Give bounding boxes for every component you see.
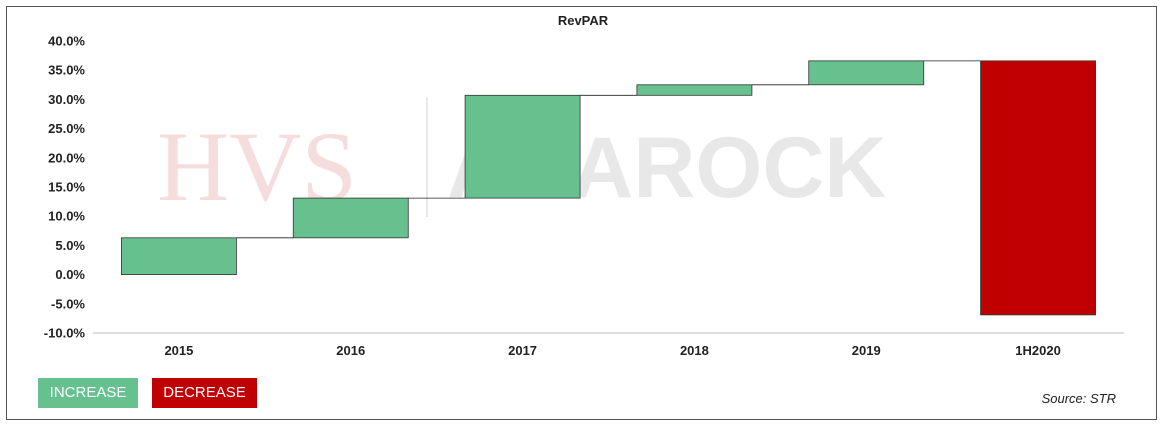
y-tick-label: 25.0% [48, 121, 85, 136]
bars [121, 60, 1096, 316]
bar-2017 [464, 94, 581, 199]
y-tick-label: 10.0% [48, 209, 85, 224]
x-tick-label: 2019 [852, 343, 881, 358]
x-axis-ticks: 2015 2016 2017 2018 2019 1H2020 [164, 343, 1060, 358]
y-tick-label: 15.0% [48, 180, 85, 195]
y-tick-label: -10.0% [44, 326, 86, 341]
y-tick-label: 40.0% [48, 34, 85, 49]
y-tick-label: 30.0% [48, 92, 85, 107]
x-tick-label: 2016 [336, 343, 365, 358]
y-tick-label: 20.0% [48, 150, 85, 165]
y-tick-label: 5.0% [55, 238, 85, 253]
y-tick-label: 35.0% [48, 63, 85, 78]
bar-2015 [121, 237, 237, 275]
x-tick-label: 1H2020 [1015, 343, 1061, 358]
bar-2016 [292, 197, 409, 239]
waterfall-chart: HVS ANAROCK RevPAR 40.0%35.0%30.0%25.0%2… [44, 13, 1124, 358]
y-tick-label: -5.0% [51, 296, 85, 311]
legend-decrease: DECREASE [152, 378, 257, 408]
x-tick-label: 2017 [508, 343, 537, 358]
connector-lines [236, 60, 981, 239]
x-tick-label: 2018 [680, 343, 709, 358]
chart-frame: HVS ANAROCK RevPAR 40.0% 35.0% 30.0% 25.0% 2… [6, 6, 1157, 420]
bar-2018 [636, 84, 753, 96]
y-tick-label: 0.0% [55, 267, 85, 282]
x-tick-label: 2015 [164, 343, 193, 358]
bar-1H2020 [980, 60, 1096, 316]
chart-title: RevPAR [558, 13, 609, 28]
source-note: Source: STR [1041, 391, 1116, 406]
y-axis-ticks: 40.0% 35.0% 30.0% 25.0% 20.0% 15.0% 10.0% 5.0% 0… [44, 34, 86, 341]
bar-2019 [808, 60, 925, 86]
legend-increase: INCREASE [38, 378, 138, 408]
